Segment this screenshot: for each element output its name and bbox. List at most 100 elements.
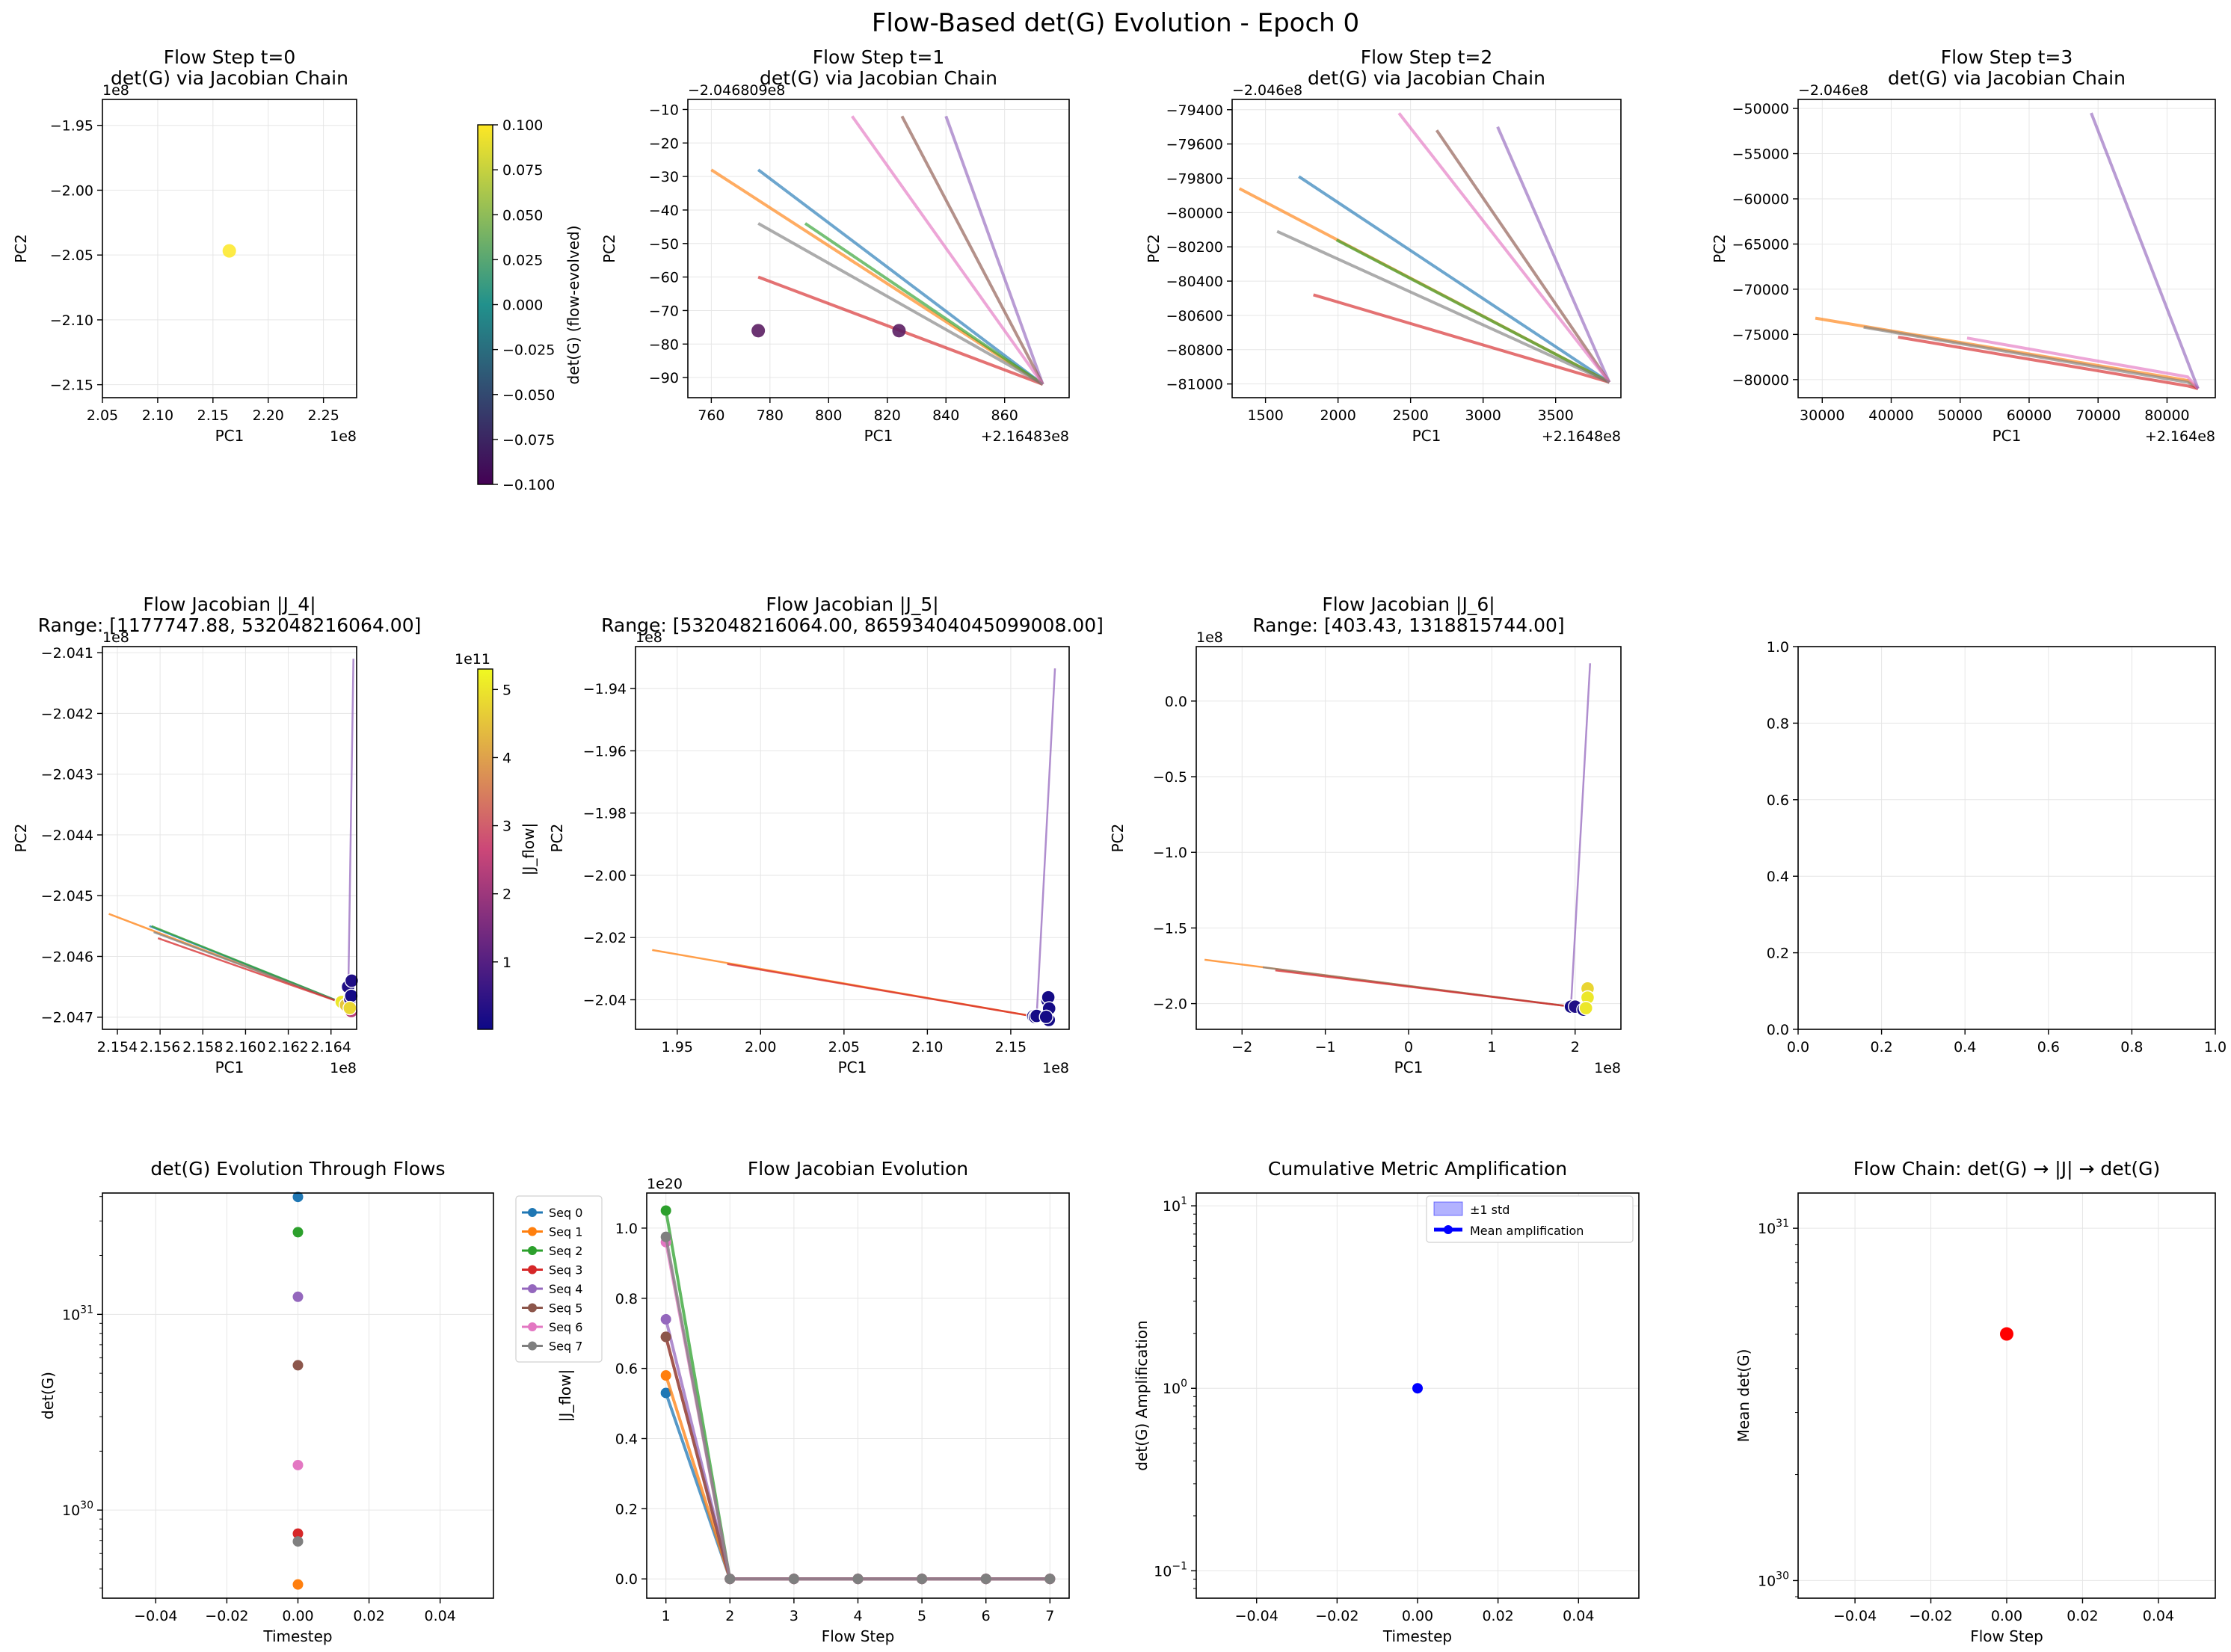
tick-label-x: 2.15 [995,1039,1027,1055]
y-axis-label: PC2 [12,234,30,263]
tick-label-x: 2.10 [911,1039,943,1055]
panel-title: Flow Jacobian |J_6| [1322,594,1495,615]
tick-exponent: 30 [1776,1570,1789,1582]
mean-amplification-point [1412,1383,1423,1394]
tick-label-x: 3000 [1465,407,1501,424]
tick-label-y: −60000 [1732,191,1789,208]
x-axis-label: Timestep [1382,1627,1452,1645]
jacobian-point [342,1000,357,1016]
panel-11: −0.04 −0.02 0.00 0.02 0.0410110010−1Cumulati… [1133,1158,1640,1645]
tick-label-x: 2 [1571,1039,1580,1055]
panel-1: 2.05 2.10 2.15 2.20 2.25 −1.95 −2.00 −2.05 −2.10… [12,46,582,493]
trajectory-seq-5 [900,115,1044,385]
x-axis-label: Flow Step [1970,1627,2043,1645]
series-point-seq-1 [660,1370,671,1381]
tick-label-x: 5 [917,1608,926,1624]
panel-10: 1 2 3 4 5 6 7 1.0 0.8 0.6 0.4 0.2 0.0 Flow Jacobian E… [556,1158,1070,1645]
tick-exponent: 1 [1181,1195,1187,1207]
tick-label-x: 0.04 [425,1608,456,1624]
tick-exponent: 30 [80,1500,93,1511]
panel-title: det(G) via Jacobian Chain [1888,67,2126,89]
jacobian-point [344,988,359,1004]
tick-label-y: −2.04 [583,992,627,1008]
tick-label-y: −80000 [1166,205,1223,221]
x-axis-label: PC1 [1992,427,2022,445]
legend-label: Seq 0 [549,1206,582,1220]
x-offset-label: +2.1648e8 [1542,428,1621,445]
tick-label-x: 2.05 [828,1039,860,1055]
x-offset-label: 1e8 [1042,1060,1069,1076]
axes-frame [102,99,357,398]
legend-label: Seq 5 [549,1301,582,1316]
tick-label-y: 0.0 [1767,1022,1789,1038]
tick-label-x: 1 [662,1608,671,1624]
y-axis-label: |J_flow| [556,1369,574,1423]
legend-label: Seq 3 [549,1263,582,1277]
tick-label-y: −2.044 [41,827,93,844]
trajectory-seq-6 [851,115,1044,386]
tick-label-y: −2.043 [41,767,93,783]
tick-label-x: 2.154 [97,1039,138,1055]
tick-label-y: −2.02 [583,930,627,946]
tick-label-x: 1.95 [662,1039,693,1055]
series-point-seq-7 [660,1231,671,1242]
panel-title: Flow Jacobian |J_5| [766,594,938,615]
tick-label-y: −2.047 [41,1010,93,1026]
tick-label-x: 2000 [1320,407,1355,424]
trajectory-seq-0 [1298,175,1610,384]
colorbar-tick-label: 5 [502,682,511,698]
tick-label-y: 0.2 [615,1501,638,1517]
tick-base: 10 [62,1307,80,1323]
x-axis-label: Flow Step [822,1627,895,1645]
tick-label-y: −50 [649,236,679,253]
legend-label: Seq 6 [549,1320,582,1334]
legend-marker [528,1208,537,1217]
legend-marker [528,1284,537,1293]
x-axis-label: PC1 [215,1058,244,1076]
tick-label-y: −65000 [1732,236,1789,253]
y-offset-label: 1e8 [636,629,662,646]
tick-label-y: −1.94 [583,681,627,697]
tick-label-y: 1030 [62,1500,93,1519]
axes-frame [687,99,1070,398]
jacobian-point [1038,1009,1053,1025]
tick-label-x: 0.6 [2037,1039,2060,1055]
tick-label-x: 0.04 [1563,1608,1594,1624]
tick-base: 10 [1154,1563,1172,1579]
point-seq-7 [292,1536,304,1547]
tick-label-x: 800 [815,407,842,424]
tick-label-y: −2.05 [50,247,93,264]
tick-label-y: 101 [1163,1195,1187,1215]
trajectory-seq-2 [804,222,1044,386]
tick-label-x: 3500 [1538,407,1574,424]
y-axis-label: PC2 [12,824,30,853]
tick-label-x: 2.15 [197,407,229,424]
tick-label-y: −2.0 [1153,996,1187,1013]
tick-label-y: −81000 [1166,377,1223,393]
plot-area [1798,99,2215,398]
tick-label-y: −1.96 [583,743,627,759]
x-axis-label: PC1 [864,427,893,445]
tick-label-y: −30 [649,169,679,185]
series-point-seq-4 [660,1313,671,1325]
legend-marker [1444,1225,1453,1234]
trajectory-seq-3 [727,963,1037,1018]
tick-label-x: 0.8 [2120,1039,2143,1055]
trajectory-seq-4 [1569,663,1592,1007]
tick-label-x: 2500 [1392,407,1428,424]
legend-box [1426,1195,1634,1243]
colorbar-tick-label: −0.100 [502,477,555,493]
tick-label-y: −0.5 [1153,769,1187,786]
tick-label-y: −70000 [1732,282,1789,298]
tick-label-x: 3 [790,1608,798,1624]
x-offset-label: 1e8 [330,1060,357,1076]
legend-marker [528,1227,537,1236]
panel-title: det(G) via Jacobian Chain [1308,67,1545,89]
colorbar-tick-label: 1 [502,955,511,971]
tick-label-x: 2.158 [182,1039,223,1055]
colorbar-tick-label: −0.075 [502,432,555,449]
y-axis-label: det(G) [39,1372,57,1420]
trajectory-seq-6 [1397,112,1611,383]
colorbar-tick-label: 4 [502,750,511,766]
